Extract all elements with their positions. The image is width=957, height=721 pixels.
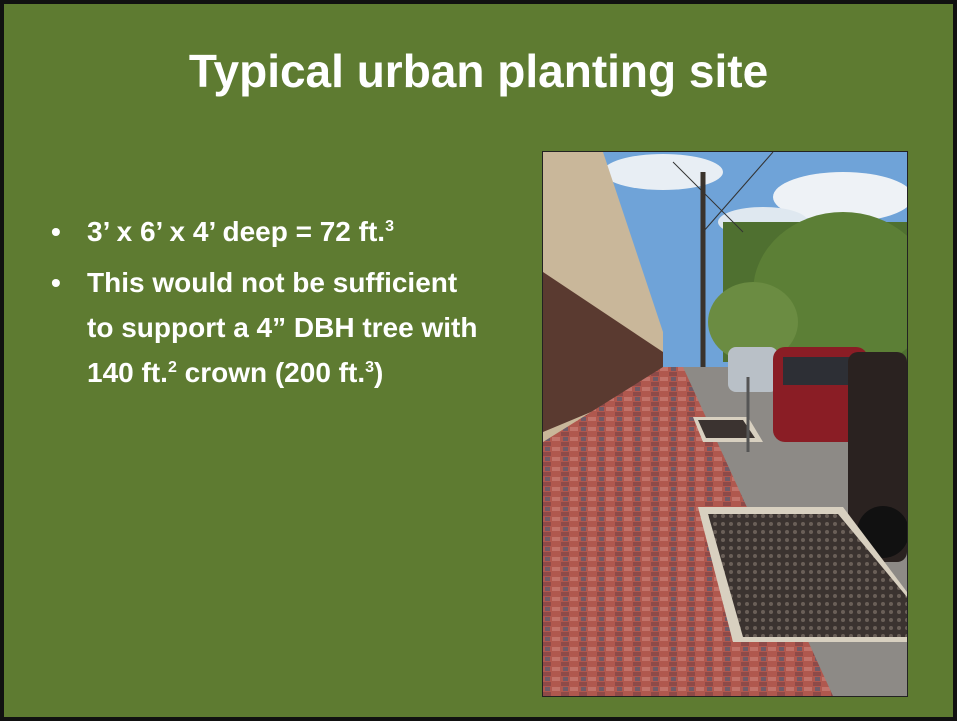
bullet: 3’ x 6’ x 4’ deep = 72 ft.3	[49, 209, 489, 254]
superscript: 3	[385, 218, 394, 235]
slide: Typical urban planting site 3’ x 6’ x 4’…	[0, 0, 957, 721]
superscript: 3	[365, 359, 374, 376]
superscript: 2	[168, 359, 177, 376]
bullet-list: 3’ x 6’ x 4’ deep = 72 ft.3This would no…	[49, 209, 489, 401]
bullet: This would not be sufficient to support …	[49, 260, 489, 395]
slide-title: Typical urban planting site	[4, 44, 953, 98]
street-photo	[542, 151, 908, 697]
bullet-text: )	[374, 357, 383, 388]
bullet-text: 3’ x 6’ x 4’ deep = 72 ft.	[87, 216, 385, 247]
bullet-text: crown (200 ft.	[177, 357, 365, 388]
